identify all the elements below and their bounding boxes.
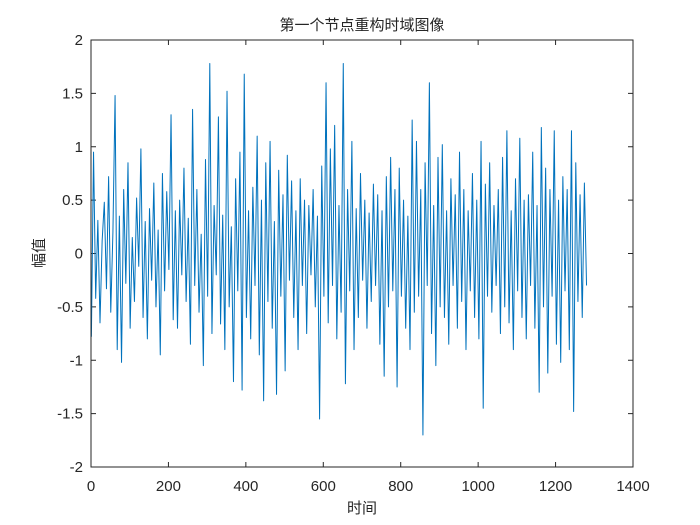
y-tick-label: 1.5 [62,85,83,102]
y-axis-label: 幅值 [30,238,48,268]
y-tick-label: -2 [70,459,83,476]
x-tick-label: 1200 [539,478,572,495]
y-tick-label: -1 [70,352,83,369]
y-tick-label: -0.5 [57,299,83,316]
x-tick-label: 200 [156,478,181,495]
y-tick-label: 0.5 [62,192,83,209]
y-tick-label: 1 [75,139,83,156]
x-tick-label: 800 [388,478,413,495]
y-tick-label: -1.5 [57,406,83,423]
y-axis-ticks: 2 1.5 1 0.5 0 -0.5 -1 -1.5 -2 [57,32,633,476]
y-tick-label: 2 [75,32,83,49]
chart-title: 第一个节点重构时域图像 [279,16,444,34]
y-tick-label: 0 [75,246,83,263]
x-tick-label: 1400 [616,478,649,495]
x-tick-label: 600 [311,478,336,495]
signal-series-line [90,62,588,436]
x-tick-label: 0 [87,478,95,495]
x-axis-ticks: 0 200 400 600 800 1000 1200 1400 [87,40,650,495]
x-tick-label: 1000 [461,478,494,495]
x-tick-label: 400 [233,478,258,495]
x-axis-label: 时间 [347,499,377,517]
plot-frame [90,39,634,468]
